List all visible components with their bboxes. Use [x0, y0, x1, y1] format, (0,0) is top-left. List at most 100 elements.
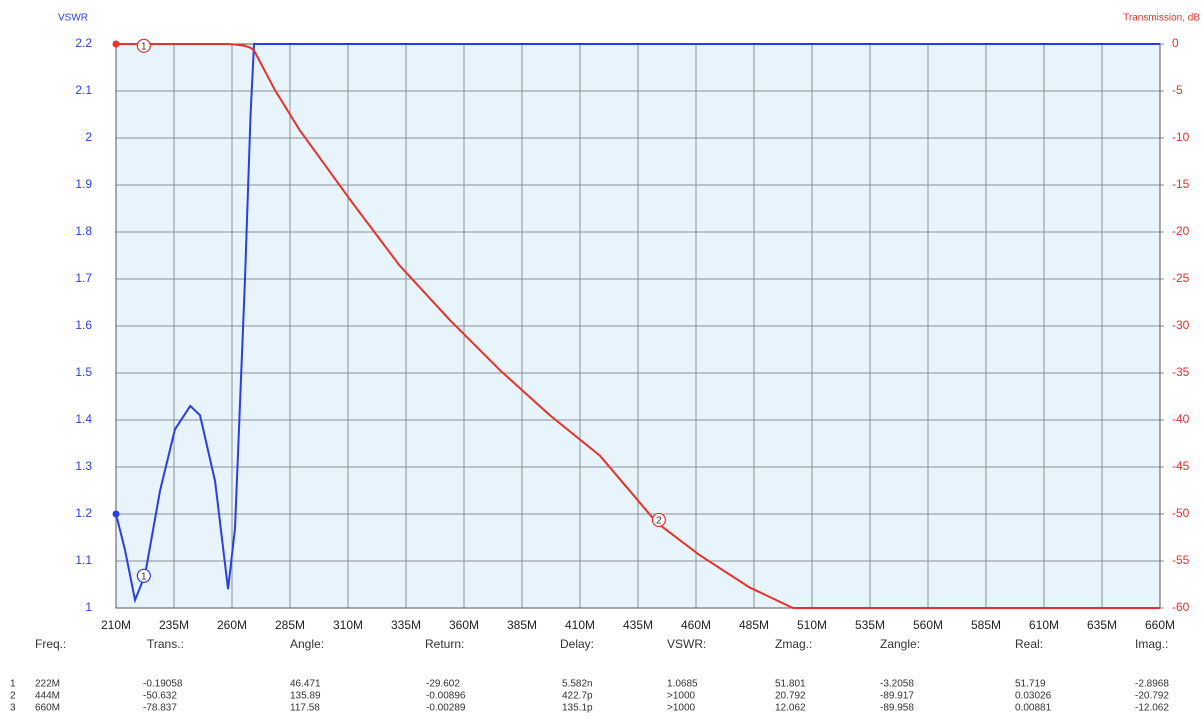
- y2-tick-label: -40: [1172, 412, 1190, 426]
- marker: [136, 568, 151, 583]
- table-cell: 20.792: [775, 691, 806, 702]
- y-tick-label: 1.8: [75, 224, 92, 238]
- y2-tick-label: -20: [1172, 224, 1190, 238]
- x-tick-label: 460M: [681, 618, 711, 632]
- y-tick-label: 1.1: [75, 553, 92, 567]
- y2-tick-label: -15: [1172, 177, 1190, 191]
- table-cell: 422.7p: [562, 691, 593, 702]
- marker: [136, 38, 151, 53]
- x-tick-label: 310M: [333, 618, 363, 632]
- table-cell: 5.582n: [562, 679, 593, 690]
- table-cell: -0.19058: [143, 679, 183, 690]
- table-cell: -50.632: [143, 691, 177, 702]
- table-cell: -29.602: [426, 679, 460, 690]
- table-cell: -89.917: [880, 691, 914, 702]
- table-cell: >1000: [667, 703, 696, 714]
- x-tick-label: 360M: [449, 618, 479, 632]
- table-cell: 1.0685: [667, 679, 698, 690]
- x-tick-label: 335M: [391, 618, 421, 632]
- table-cell: -20.792: [1135, 691, 1169, 702]
- x-tick-label: 610M: [1029, 618, 1059, 632]
- table-cell: -0.00896: [426, 691, 466, 702]
- x-tick-label: 485M: [739, 618, 769, 632]
- table-cell: 135.1p: [562, 703, 593, 714]
- x-tick-label: 510M: [797, 618, 827, 632]
- x-tick-label: 210M: [101, 618, 131, 632]
- y-tick-label: 1.5: [75, 365, 92, 379]
- y-tick-label: 1: [85, 600, 92, 614]
- y2-axis-title: Transmission, dB: [1123, 13, 1200, 24]
- x-tick-label: 585M: [971, 618, 1001, 632]
- y2-tick-label: 0: [1172, 36, 1179, 50]
- y-tick-label: 1.7: [75, 271, 92, 285]
- marker-label: 1: [141, 41, 147, 52]
- table-header: Freq.:: [35, 637, 66, 651]
- table-header: Imag.:: [1135, 637, 1168, 651]
- y-tick-label: 1.3: [75, 459, 92, 473]
- x-tick-label: 635M: [1087, 618, 1117, 632]
- table-cell: -0.00289: [426, 703, 466, 714]
- x-tick-label: 535M: [855, 618, 885, 632]
- y-tick-label: 1.4: [75, 412, 92, 426]
- table-cell: -78.837: [143, 703, 177, 714]
- end-dot: [112, 40, 120, 48]
- table-cell: 117.58: [290, 703, 320, 714]
- series-line: [115, 43, 1160, 604]
- x-tick-label: 260M: [217, 618, 247, 632]
- table-cell: 51.801: [775, 679, 806, 690]
- table-cell: 12.062: [775, 703, 806, 714]
- table-cell: -12.062: [1135, 703, 1169, 714]
- x-tick-label: 660M: [1145, 618, 1175, 632]
- table-header: Trans.:: [147, 637, 184, 651]
- table-header: Zmag.:: [775, 637, 812, 651]
- table-header: Zangle:: [880, 637, 920, 651]
- x-tick-label: 435M: [623, 618, 653, 632]
- marker: [651, 512, 666, 528]
- table-cell: 1: [10, 679, 16, 690]
- x-tick-label: 235M: [159, 618, 189, 632]
- marker-label: 1: [141, 571, 147, 582]
- y2-tick-label: -55: [1172, 553, 1190, 567]
- x-tick-label: 285M: [275, 618, 305, 632]
- y2-tick-label: -5: [1172, 83, 1183, 97]
- table-cell: 51.719: [1015, 679, 1046, 690]
- end-dot: [112, 510, 120, 518]
- table-cell: 444M: [35, 691, 60, 702]
- x-tick-label: 385M: [507, 618, 537, 632]
- table-cell: -89.958: [880, 703, 914, 714]
- table-header: Real:: [1015, 637, 1043, 651]
- table-cell: 3: [10, 703, 16, 714]
- table-header: Delay:: [560, 637, 594, 651]
- table-cell: -2.8968: [1135, 679, 1169, 690]
- x-tick-label: 410M: [565, 618, 595, 632]
- table-cell: >1000: [667, 691, 696, 702]
- y2-tick-label: -35: [1172, 365, 1190, 379]
- table-header: Angle:: [290, 637, 324, 651]
- y2-tick-label: -50: [1172, 506, 1190, 520]
- table-cell: 46.471: [290, 679, 321, 690]
- table-cell: 2: [10, 691, 16, 702]
- y-axis-title: VSWR: [58, 13, 88, 24]
- y-tick-label: 1.6: [75, 318, 92, 332]
- y-tick-label: 1.2: [75, 506, 92, 520]
- y2-tick-label: -45: [1172, 459, 1190, 473]
- table-header: Return:: [425, 637, 464, 651]
- y2-tick-label: -25: [1172, 271, 1190, 285]
- table-cell: 222M: [35, 679, 60, 690]
- table-cell: 135.89: [290, 691, 321, 702]
- y-tick-label: 1.9: [75, 177, 92, 191]
- y-tick-label: 2: [85, 130, 92, 144]
- table-cell: -3.2058: [880, 679, 914, 690]
- y2-tick-label: -60: [1172, 600, 1190, 614]
- table-cell: 0.00881: [1015, 703, 1052, 714]
- marker-label: 2: [656, 516, 662, 527]
- y-tick-label: 2.2: [75, 36, 92, 50]
- series-line: [116, 43, 1160, 609]
- y2-tick-label: -10: [1172, 130, 1190, 144]
- table-cell: 0.03026: [1015, 691, 1052, 702]
- y2-tick-label: -30: [1172, 318, 1190, 332]
- y-tick-label: 2.1: [75, 83, 92, 97]
- table-cell: 660M: [35, 703, 60, 714]
